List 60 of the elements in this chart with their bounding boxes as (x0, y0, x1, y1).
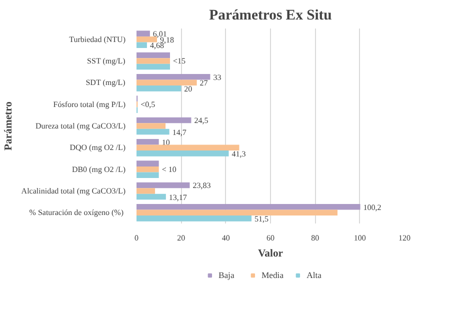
y-tick-label: Dureza total (mg CaCO3/L) (36, 122, 126, 130)
x-tick-label: 120 (398, 234, 410, 242)
y-tick-label: DB0 (mg O2 /L) (72, 164, 126, 174)
data-label: 100,2 (363, 202, 382, 212)
bar (136, 30, 150, 36)
x-tick-label: 80 (311, 234, 320, 242)
y-axis-title: Parámetro (3, 102, 14, 150)
bar (136, 182, 190, 188)
bar (136, 144, 240, 151)
x-tick-label: 100 (354, 234, 366, 242)
bar (136, 216, 252, 222)
y-tick-label: Turbiedad (NTU) (69, 34, 126, 44)
chart-title: Parámetros Ex Situ (209, 8, 332, 24)
bar (136, 86, 182, 92)
x-tick-label: 20 (177, 234, 186, 242)
x-tick-label: 0 (134, 234, 138, 242)
legend-label: Alta (306, 270, 322, 280)
bar (136, 74, 210, 80)
data-label: 51,5 (254, 214, 269, 224)
data-label: 24,5 (194, 116, 208, 126)
bar (136, 139, 159, 145)
bar (136, 166, 159, 172)
data-label: <15 (173, 56, 186, 66)
bar (136, 160, 159, 166)
bar (136, 150, 229, 156)
data-label: 10 (162, 138, 170, 147)
data-label: 27 (200, 78, 208, 88)
bar (136, 172, 159, 178)
bar (136, 210, 338, 216)
legend-label: Media (261, 270, 284, 280)
bar (136, 117, 192, 124)
bar (136, 194, 166, 200)
bar (136, 128, 170, 135)
bar (136, 52, 170, 58)
y-tick-label: Fósforo total (mg P/L) (53, 100, 126, 109)
data-label: 33 (213, 72, 222, 82)
data-label: 13,17 (168, 192, 187, 202)
y-tick-label: SST (mg/L) (87, 56, 126, 66)
bar (136, 36, 157, 42)
data-label: 41,3 (232, 149, 246, 158)
y-tick-label: Alcalinidad total (mg CaCO3/L) (21, 186, 126, 196)
y-tick-label: % Saturación de oxígeno (%) (29, 208, 124, 218)
bar (136, 188, 156, 194)
data-label: < 10 (162, 164, 176, 174)
bar (136, 80, 197, 86)
x-axis-title: Valor (258, 248, 284, 260)
data-label: 20 (184, 84, 192, 94)
bar (136, 64, 170, 70)
bar (136, 42, 147, 48)
legend-label: Baja (218, 270, 236, 280)
data-label: <0,5 (140, 100, 156, 109)
bar (136, 123, 166, 129)
bar (136, 58, 170, 64)
x-tick-label: 40 (222, 234, 230, 242)
data-label: 23,83 (192, 181, 211, 190)
x-tick-label: 60 (266, 234, 274, 242)
y-tick-label: SDT (mg/L) (86, 78, 126, 88)
data-label: 14,7 (172, 128, 186, 137)
bar (136, 204, 360, 210)
y-tick-label: DQO (mg O2 /L) (70, 143, 126, 152)
